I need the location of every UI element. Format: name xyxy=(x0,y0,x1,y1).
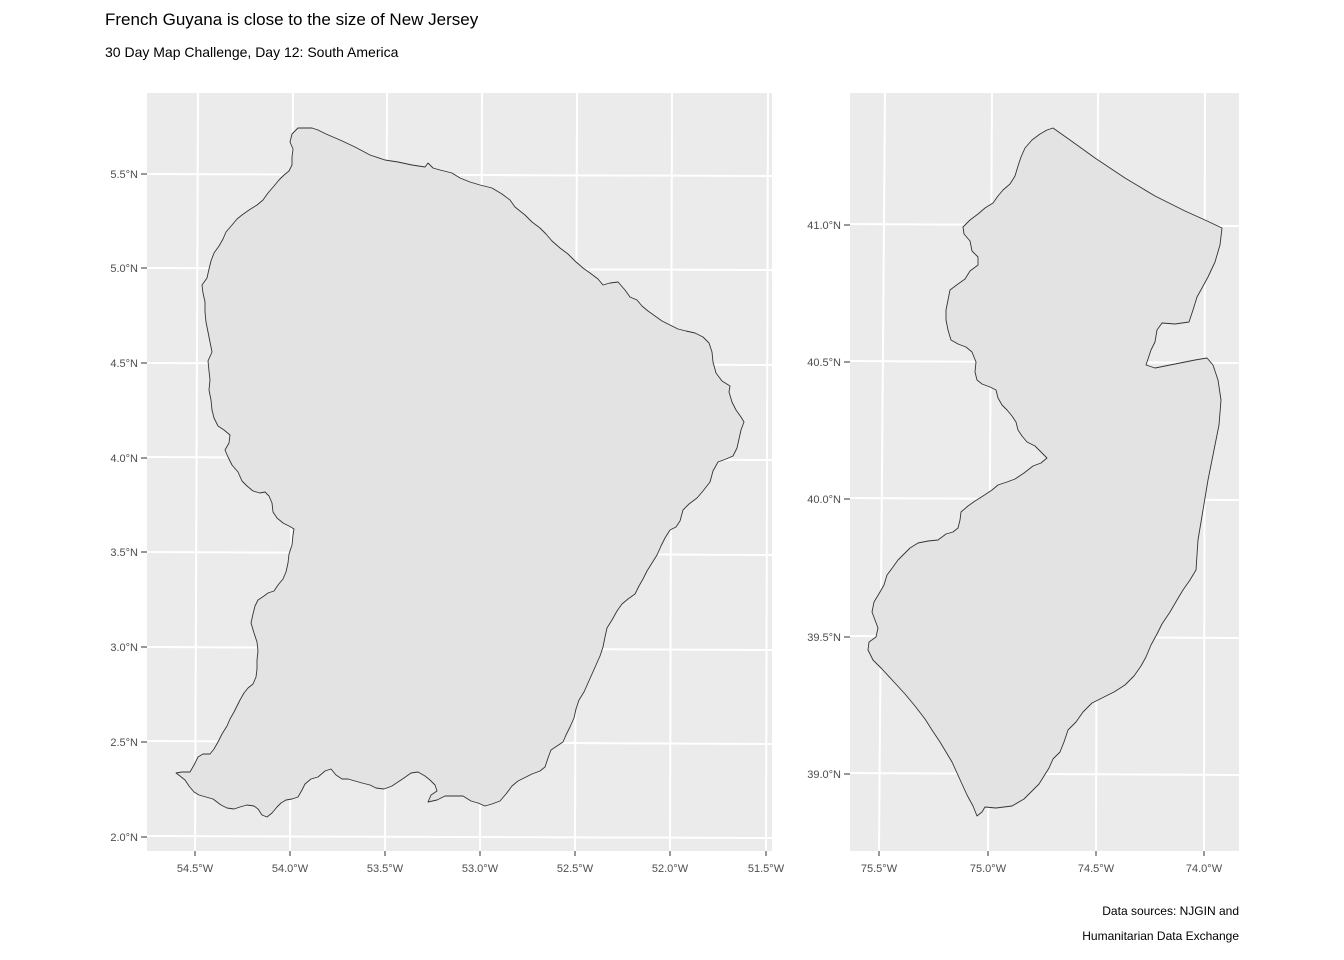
new-jersey-y-tick-label: 39.5°N xyxy=(807,632,841,644)
french-guiana-y-tick-label: 5.0°N xyxy=(110,263,138,275)
french-guiana-x-tick-label: 52.5°W xyxy=(557,863,594,875)
french-guiana-y-tick-label: 4.0°N xyxy=(110,453,138,465)
french-guiana-y-tick-label: 2.5°N xyxy=(110,737,138,749)
french-guiana-y-tick-label: 3.0°N xyxy=(110,642,138,654)
figure-subtitle: 30 Day Map Challenge, Day 12: South Amer… xyxy=(105,44,399,60)
french-guiana-x-tick-label: 52.0°W xyxy=(652,863,689,875)
french-guiana-x-tick-label: 54.0°W xyxy=(272,863,309,875)
new-jersey-panel xyxy=(849,92,1240,852)
figure-title: French Guyana is close to the size of Ne… xyxy=(105,10,479,29)
new-jersey-y-tick-label: 39.0°N xyxy=(807,769,841,781)
new-jersey-outline xyxy=(867,127,1223,817)
french-guiana-y-tick-label: 5.5°N xyxy=(110,169,138,181)
french-guiana-panel xyxy=(146,92,773,852)
french-guiana-x-tick-label: 53.0°W xyxy=(462,863,499,875)
french-guiana-axes: 5.5°N 5.0°N 4.5°N 4.0°N 3.5°N 3.0°N 2.5°N 2.0°N… xyxy=(110,169,784,875)
new-jersey-y-tick-label: 40.5°N xyxy=(807,357,841,369)
new-jersey-x-tick-label: 75.0°W xyxy=(970,863,1007,875)
french-guiana-y-tick-label: 2.0°N xyxy=(110,832,138,844)
new-jersey-y-tick-label: 40.0°N xyxy=(807,494,841,506)
new-jersey-x-tick-label: 74.0°W xyxy=(1186,863,1223,875)
french-guiana-x-tick-label: 54.5°W xyxy=(177,863,214,875)
french-guiana-y-tick-label: 4.5°N xyxy=(110,358,138,370)
caption-line-2: Humanitarian Data Exchange xyxy=(1082,929,1239,943)
french-guiana-outline xyxy=(175,127,745,818)
new-jersey-axes: 41.0°N 40.5°N 40.0°N 39.5°N 39.0°N 75.5°W 75.0… xyxy=(807,220,1222,875)
new-jersey-y-tick-label: 41.0°N xyxy=(807,220,841,232)
french-guiana-x-tick-label: 51.5°W xyxy=(748,863,785,875)
french-guiana-y-tick-label: 3.5°N xyxy=(110,547,138,559)
caption-line-1: Data sources: NJGIN and xyxy=(1102,904,1239,918)
new-jersey-x-tick-label: 75.5°W xyxy=(861,863,898,875)
french-guiana-x-tick-label: 53.5°W xyxy=(367,863,404,875)
new-jersey-x-tick-label: 74.5°W xyxy=(1078,863,1115,875)
